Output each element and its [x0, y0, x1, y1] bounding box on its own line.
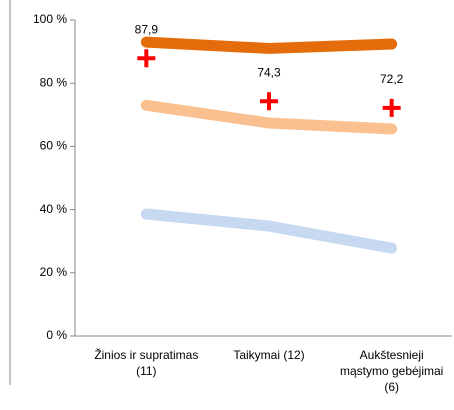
cross-marker — [260, 92, 278, 111]
series-line — [140, 208, 398, 254]
x-tick-label: Žinios ir supratimas (11) — [94, 347, 198, 378]
y-tick-label: 100 % — [33, 12, 67, 26]
data-label: 72,2 — [380, 72, 404, 86]
cross-marker — [382, 98, 401, 117]
y-tick-label: 60 % — [40, 139, 68, 153]
series-line — [140, 36, 398, 54]
series-line — [140, 99, 398, 135]
x-tick-label: Taikymai (12) — [233, 348, 304, 362]
y-tick-label: 0 % — [46, 328, 67, 342]
y-tick-label: 80 % — [40, 75, 68, 89]
data-label: 74,3 — [257, 65, 281, 79]
y-tick-label: 40 % — [40, 202, 68, 216]
x-tick-label: Aukštesnieji mąstymo gebėjimai (6) — [340, 348, 443, 394]
data-label: 87,9 — [135, 22, 159, 36]
cross-marker — [137, 49, 156, 68]
y-tick-label: 20 % — [40, 265, 68, 279]
